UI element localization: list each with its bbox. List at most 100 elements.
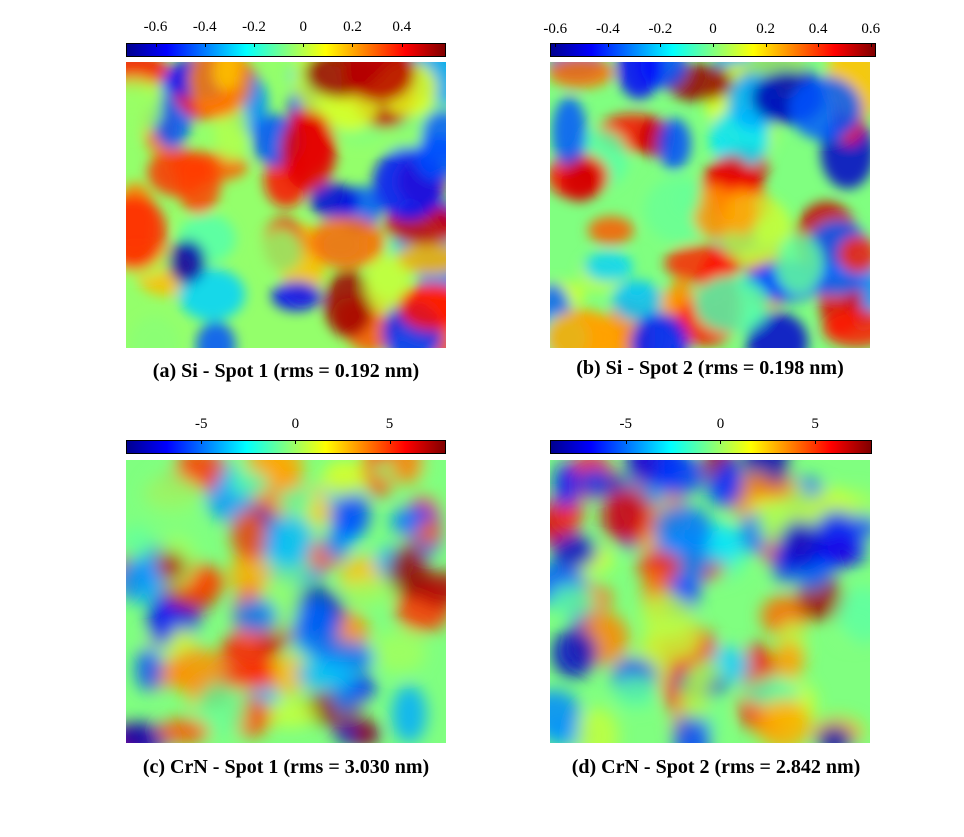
surface-blob <box>724 188 758 235</box>
surface-map-b <box>550 62 870 348</box>
colorbar-tick-label: 0.4 <box>808 21 828 37</box>
surface-blob <box>261 699 318 728</box>
surface-blob <box>561 159 599 202</box>
surface-blob <box>126 722 168 743</box>
surface-blob <box>322 460 365 498</box>
colorbar-tick-label: -0.2 <box>648 21 673 37</box>
surface-blob <box>212 62 241 91</box>
surface-blob <box>773 640 805 680</box>
surface-blob <box>233 598 278 634</box>
surface-blob <box>551 534 598 568</box>
colorbar-tick-mark <box>303 43 305 47</box>
surface-blob <box>126 559 164 604</box>
surface-blob <box>587 216 634 245</box>
colorbar-tick-label: 0 <box>291 416 300 432</box>
surface-blob <box>838 235 870 274</box>
surface-blob <box>156 718 210 743</box>
surface-blob <box>756 698 811 743</box>
surface-blob <box>414 135 446 181</box>
caption-b: (b) Si - Spot 2 (rms = 0.198 nm) <box>576 357 844 379</box>
colorbar-tick-mark <box>155 43 157 47</box>
surface-blob <box>551 97 587 168</box>
surface-blob <box>353 719 378 743</box>
surface-blob <box>612 280 663 322</box>
colorbar-tick-label: -0.6 <box>143 19 168 35</box>
surface-blob <box>230 509 267 563</box>
surface-blob <box>654 460 705 497</box>
surface-blob <box>576 707 619 743</box>
surface-blob <box>196 321 236 348</box>
surface-blob <box>271 281 322 312</box>
colorbar-tick-label: -0.4 <box>192 19 217 35</box>
surface-blob <box>614 675 659 709</box>
colorbar-tick-mark <box>389 440 391 444</box>
surface-blob <box>175 460 226 483</box>
colorbar-tick-mark <box>295 440 297 444</box>
surface-blob <box>550 309 621 348</box>
surface-blob <box>579 467 611 498</box>
surface-blob <box>308 216 385 269</box>
surface-blob <box>640 593 694 638</box>
colorbar-tick-label: 5 <box>385 416 394 432</box>
colorbar-d-gradient <box>550 440 872 454</box>
height-map-b <box>550 62 870 348</box>
surface-blob <box>550 689 581 736</box>
height-map-d <box>550 460 870 743</box>
surface-blob <box>816 725 853 743</box>
surface-blob <box>280 112 337 191</box>
surface-blob <box>837 586 870 644</box>
colorbar-tick-label: 0 <box>709 21 717 37</box>
caption-a: (a) Si - Spot 1 (rms = 0.192 nm) <box>152 360 420 382</box>
colorbar-tick-label: -0.6 <box>543 21 568 37</box>
colorbar-tick-label: -5 <box>195 416 208 432</box>
surface-blob <box>295 659 354 691</box>
surface-blob <box>343 62 416 103</box>
colorbar-tick-mark <box>555 43 557 47</box>
surface-blob <box>265 460 304 491</box>
surface-blob <box>176 151 221 215</box>
surface-blob <box>261 228 303 274</box>
surface-blob <box>775 234 824 295</box>
colorbar-tick-label: 0 <box>299 19 307 35</box>
surface-blob <box>398 283 446 331</box>
colorbar-tick-label: -0.2 <box>242 19 266 35</box>
surface-blob <box>388 545 429 599</box>
colorbar-tick-mark <box>720 440 722 444</box>
surface-blob <box>194 682 246 739</box>
surface-blob <box>680 671 710 721</box>
surface-blob <box>330 490 370 540</box>
colorbar-tick-mark <box>625 440 627 444</box>
surface-blob <box>126 195 168 271</box>
surface-blob <box>630 312 689 348</box>
surface-map-c <box>126 460 446 743</box>
surface-blob <box>340 579 398 605</box>
colorbar-tick-mark <box>660 43 662 47</box>
colorbar-tick-mark <box>713 43 714 47</box>
surface-map-a <box>126 62 446 348</box>
surface-blob <box>126 525 154 562</box>
colorbar-tick-mark <box>254 43 255 47</box>
colorbar-tick-label: 0.2 <box>343 19 362 35</box>
surface-blob <box>351 674 376 701</box>
surface-blob <box>277 487 315 513</box>
surface-blob <box>167 646 223 693</box>
surface-blob <box>395 243 446 275</box>
colorbar-a-gradient <box>126 43 446 57</box>
surface-blob <box>788 76 862 141</box>
height-map-c <box>126 460 446 743</box>
surface-blob <box>126 87 163 136</box>
surface-blob <box>616 62 662 100</box>
colorbar-tick-label: 0.4 <box>392 19 412 35</box>
surface-map-d <box>550 460 870 743</box>
surface-blob <box>673 710 711 743</box>
colorbar-tick-mark <box>201 440 203 444</box>
colorbar-tick-mark <box>815 440 817 444</box>
caption-c: (c) CrN - Spot 1 (rms = 3.030 nm) <box>142 756 430 778</box>
surface-blob <box>144 469 203 520</box>
surface-blob <box>551 628 597 679</box>
surface-blob <box>822 309 870 348</box>
surface-blob <box>228 471 271 496</box>
caption-d: (d) CrN - Spot 2 (rms = 2.842 nm) <box>571 756 861 778</box>
surface-blob <box>135 646 163 692</box>
surface-blob <box>264 515 314 567</box>
